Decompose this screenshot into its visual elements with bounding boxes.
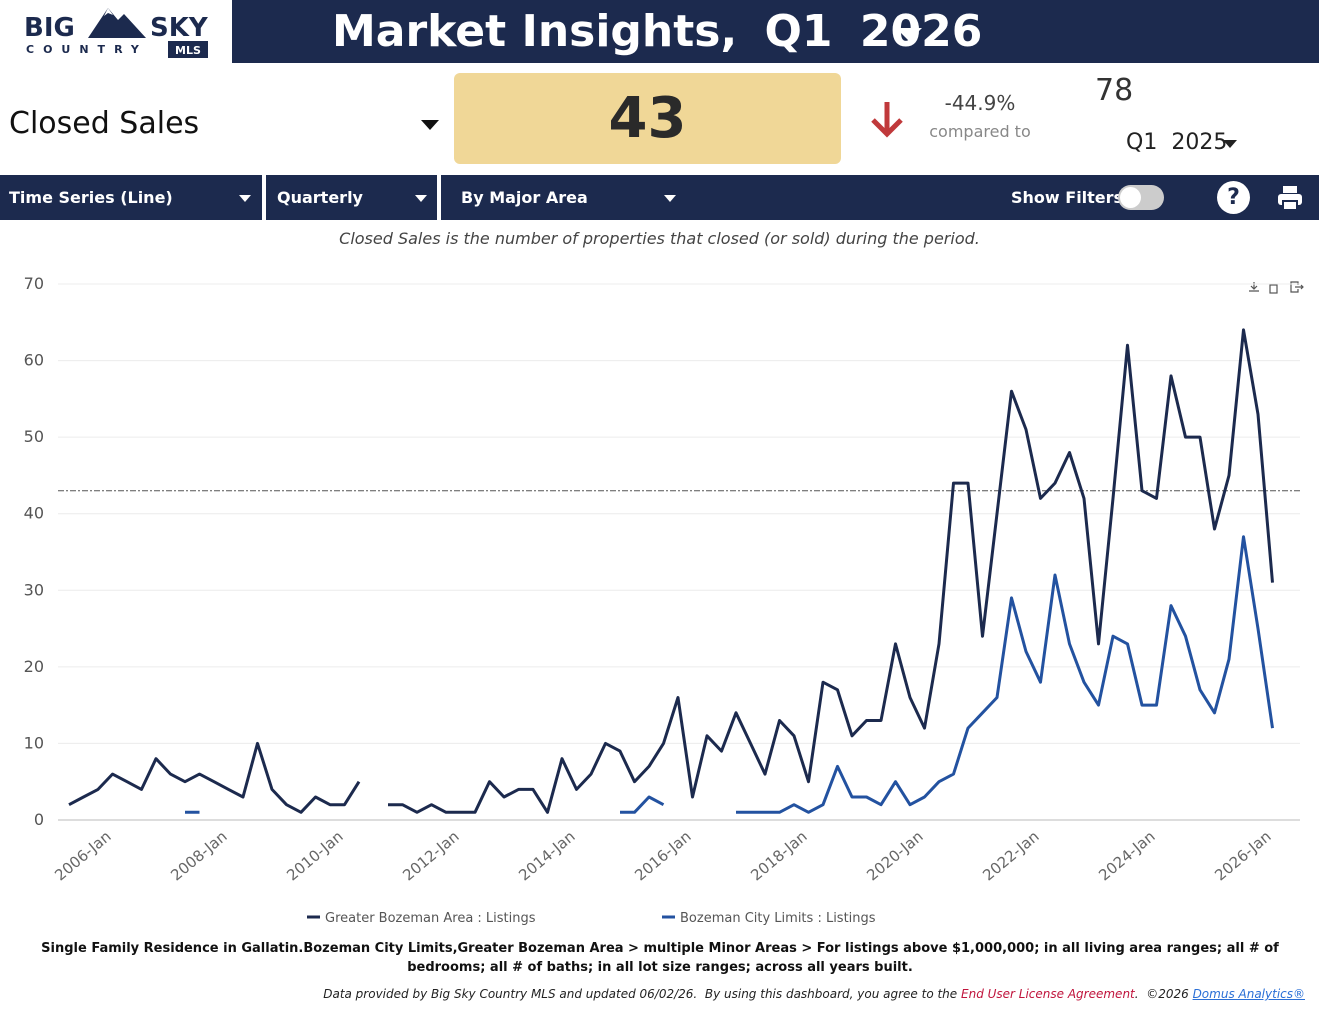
logo-badge: [168, 41, 208, 58]
prior-period[interactable]: Q1 2025: [1126, 130, 1227, 155]
help-button[interactable]: ?: [1217, 181, 1250, 214]
logo: BIG SKY COUNTRY MLS: [0, 0, 232, 63]
mountain: [88, 8, 146, 38]
x-tick-label: 2006-Jan: [51, 827, 114, 884]
copyright: . ©2026: [1134, 987, 1189, 1001]
export-icon[interactable]: [1290, 281, 1304, 293]
kpi-compared: compared to: [929, 122, 1031, 141]
y-tick-label: 50: [24, 427, 44, 446]
x-tick-label: 2014-Jan: [515, 827, 578, 884]
y-tick-label: 40: [24, 504, 44, 523]
footnote: Single Family Residence in Gallatin.Boze…: [41, 941, 1279, 975]
kpi-value: 43: [454, 73, 841, 164]
logo-mls: MLS: [175, 44, 201, 57]
dropdown-arrow[interactable]: [239, 195, 251, 202]
filter-toggle[interactable]: [1118, 185, 1164, 210]
export-icons[interactable]: [1249, 281, 1304, 294]
x-tick-label: 2012-Jan: [399, 827, 462, 884]
arrow-icon: [871, 102, 903, 138]
legend-label: Bozeman City Limits : Listings: [680, 911, 876, 926]
footer: Data provided by Big Sky Country MLS and…: [323, 987, 1305, 1001]
print-button[interactable]: [1276, 184, 1304, 212]
print-icon: [1283, 186, 1297, 193]
x-tick-label: 2020-Jan: [863, 827, 926, 884]
chart-type-select[interactable]: Time Series (Line): [9, 188, 173, 207]
vendor-link[interactable]: Domus Analytics®: [1192, 987, 1305, 1001]
metric-select[interactable]: Closed Sales: [9, 106, 200, 141]
prior-value: 78: [1095, 73, 1134, 108]
x-tick-label: 2008-Jan: [167, 827, 230, 884]
title-quarter[interactable]: Q1: [764, 6, 833, 57]
print-icon: [1282, 200, 1298, 211]
x-tick-label: 2024-Jan: [1095, 827, 1158, 884]
logo-country: COUNTRY: [26, 43, 148, 56]
grouping-select[interactable]: By Major Area: [461, 188, 588, 207]
divider: [262, 175, 266, 220]
title: Market Insights,: [332, 6, 738, 57]
y-tick-label: 0: [34, 810, 44, 829]
description: Closed Sales is the number of properties…: [339, 229, 980, 248]
down-arrow: [871, 102, 903, 138]
y-tick-label: 60: [24, 351, 44, 370]
footer-text: Data provided by Big Sky Country MLS and…: [323, 987, 958, 1001]
x-tick-label: 2010-Jan: [283, 827, 346, 884]
logo-art: BIG SKY COUNTRY MLS: [24, 8, 209, 58]
year-dropdown[interactable]: [896, 28, 922, 41]
logo-big: BIG: [24, 13, 75, 43]
series-line: [68, 328, 1274, 814]
period-select[interactable]: Quarterly: [277, 188, 363, 207]
filters-label: Show Filters:: [1011, 188, 1130, 207]
page-title: Market Insights, Q1 2026: [332, 6, 982, 57]
dropdown-arrow[interactable]: [664, 195, 676, 202]
x-tick-label: 2018-Jan: [747, 827, 810, 884]
y-tick-label: 70: [24, 274, 44, 293]
x-tick-label: 2026-Jan: [1211, 827, 1274, 884]
dropdown-arrow[interactable]: [415, 195, 427, 202]
license-link[interactable]: End User License Agreement: [961, 987, 1135, 1001]
series-line: [185, 535, 1274, 814]
logo-sky: SKY: [150, 13, 209, 43]
snowcap: [104, 8, 113, 16]
toggle-knob: [1120, 187, 1141, 208]
kpi-change: -44.9%: [944, 91, 1016, 115]
y-tick-label: 10: [24, 733, 44, 752]
y-tick-label: 20: [24, 657, 44, 676]
toolbar: [0, 175, 1319, 220]
copy-icon[interactable]: [1269, 284, 1278, 294]
y-tick-label: 30: [24, 580, 44, 599]
x-tick-label: 2022-Jan: [979, 827, 1042, 884]
x-tick-label: 2016-Jan: [631, 827, 694, 884]
divider: [437, 175, 441, 220]
metric-dropdown[interactable]: [421, 120, 439, 130]
prior-quarter[interactable]: Q1: [1126, 130, 1158, 155]
download-icon[interactable]: [1249, 282, 1259, 292]
prior-dropdown[interactable]: [1223, 140, 1237, 148]
legend-label: Greater Bozeman Area : Listings: [325, 911, 536, 926]
prior-year[interactable]: 2025: [1171, 130, 1228, 155]
chart: 0 10 20 30 40 50 60 70 2006-Jan 2008-Jan 2010-Jan 2…: [24, 274, 1304, 926]
